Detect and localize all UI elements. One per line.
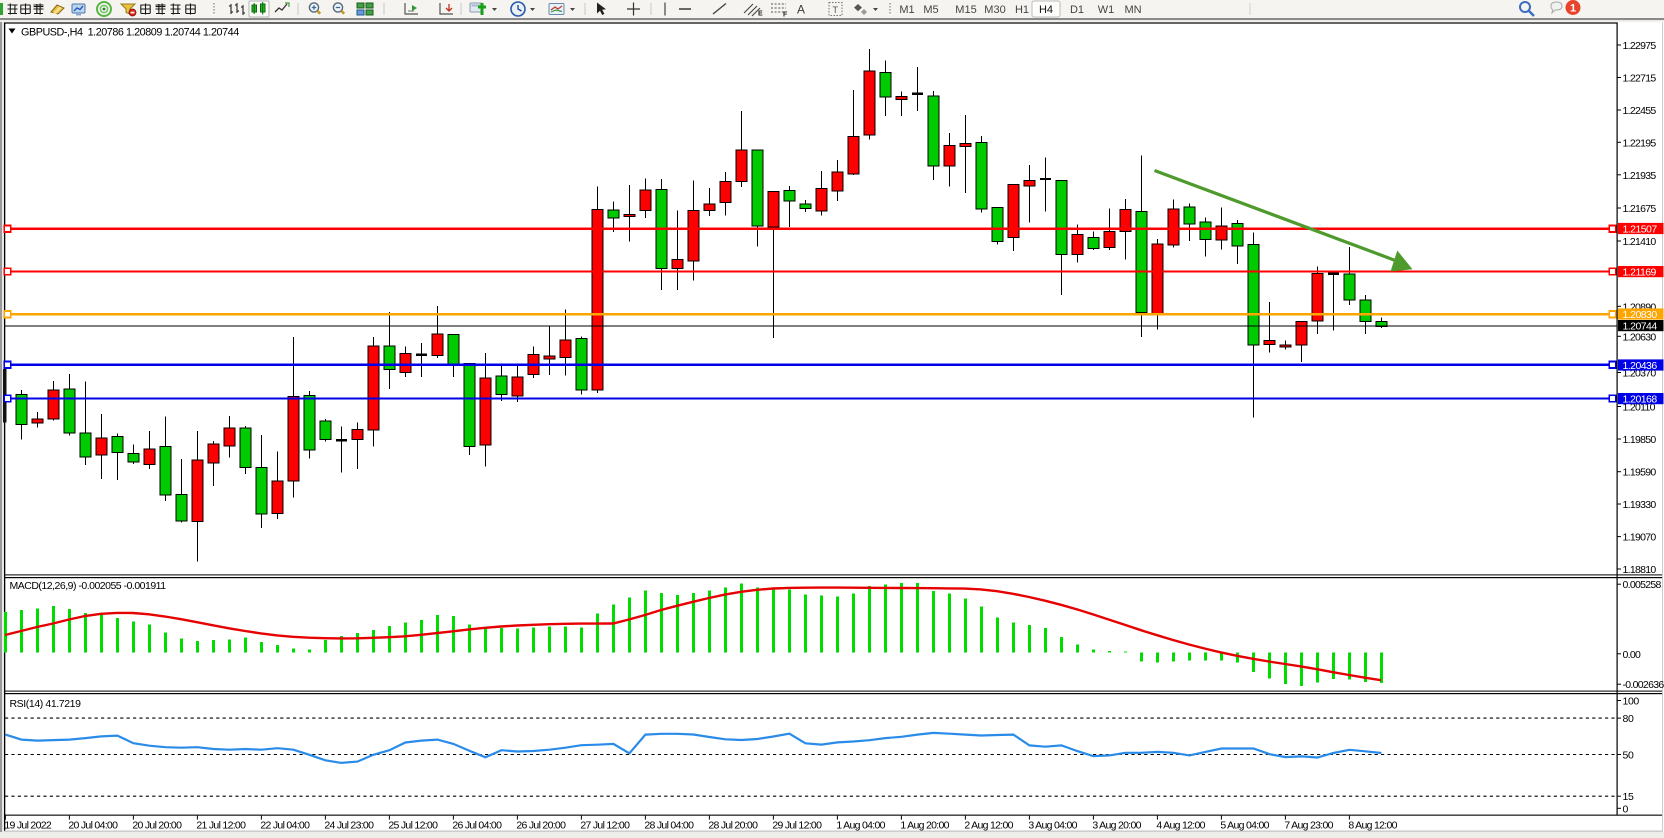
svg-text:1.21675: 1.21675 — [1623, 203, 1657, 215]
svg-text:MN: MN — [1124, 4, 1141, 16]
svg-text:1.21410: 1.21410 — [1623, 236, 1657, 248]
svg-text:80: 80 — [1623, 713, 1634, 725]
svg-text:M5: M5 — [923, 4, 938, 16]
svg-text:20 Jul 20:00: 20 Jul 20:00 — [132, 820, 182, 832]
svg-text:29 Jul 12:00: 29 Jul 12:00 — [772, 820, 822, 832]
svg-text:1.21169: 1.21169 — [1623, 267, 1657, 279]
svg-text:1.22715: 1.22715 — [1623, 73, 1657, 85]
svg-text:22 Jul 04:00: 22 Jul 04:00 — [260, 820, 310, 832]
svg-text:GBPUSD-,H4 1.20786 1.20809 1.: GBPUSD-,H4 1.20786 1.20809 1.20744 1.207… — [21, 27, 239, 39]
svg-text:3 Aug 04:00: 3 Aug 04:00 — [1028, 820, 1077, 832]
svg-text:26 Jul 20:00: 26 Jul 20:00 — [516, 820, 566, 832]
svg-text:1.21935: 1.21935 — [1623, 170, 1657, 182]
svg-text:A: A — [797, 3, 805, 17]
svg-text:4 Aug 12:00: 4 Aug 12:00 — [1156, 820, 1205, 832]
svg-text:3 Aug 20:00: 3 Aug 20:00 — [1092, 820, 1141, 832]
svg-text:M1: M1 — [899, 4, 914, 16]
svg-text:1.20630: 1.20630 — [1623, 331, 1657, 343]
svg-text:RSI(14) 41.7219: RSI(14) 41.7219 — [10, 698, 82, 710]
svg-text:19 Jul 2022: 19 Jul 2022 — [4, 820, 51, 832]
svg-text:0: 0 — [1623, 803, 1629, 815]
svg-text:1 Aug 20:00: 1 Aug 20:00 — [900, 820, 949, 832]
svg-text:1.21507: 1.21507 — [1623, 224, 1658, 236]
svg-text:E: E — [758, 11, 763, 18]
svg-text:H4: H4 — [1039, 4, 1053, 16]
svg-text:1.22975: 1.22975 — [1623, 40, 1657, 52]
svg-text:28 Jul 04:00: 28 Jul 04:00 — [644, 820, 694, 832]
svg-text:1.19070: 1.19070 — [1623, 532, 1657, 544]
svg-text:1.20744: 1.20744 — [1623, 321, 1658, 333]
svg-text:1.20436: 1.20436 — [1623, 360, 1658, 372]
svg-text:5 Aug 04:00: 5 Aug 04:00 — [1220, 820, 1269, 832]
svg-text:2 Aug 12:00: 2 Aug 12:00 — [964, 820, 1013, 832]
svg-text:27 Jul 12:00: 27 Jul 12:00 — [580, 820, 630, 832]
svg-text:H1: H1 — [1015, 4, 1029, 16]
svg-text:25 Jul 12:00: 25 Jul 12:00 — [388, 820, 438, 832]
svg-text:0.005258: 0.005258 — [1623, 579, 1662, 591]
svg-text:50: 50 — [1623, 750, 1634, 762]
svg-text:D1: D1 — [1070, 4, 1084, 16]
svg-text:1.20168: 1.20168 — [1623, 394, 1658, 406]
svg-text:-0.002636: -0.002636 — [1623, 679, 1664, 691]
svg-text:1.19590: 1.19590 — [1623, 467, 1657, 479]
svg-text:1 Aug 04:00: 1 Aug 04:00 — [836, 820, 885, 832]
svg-text:W1: W1 — [1098, 4, 1115, 16]
svg-text:24 Jul 23:00: 24 Jul 23:00 — [324, 820, 374, 832]
svg-text:100: 100 — [1623, 696, 1640, 708]
svg-text:26 Jul 04:00: 26 Jul 04:00 — [452, 820, 502, 832]
svg-text:1.18810: 1.18810 — [1623, 564, 1657, 576]
svg-text:8 Aug 12:00: 8 Aug 12:00 — [1348, 820, 1397, 832]
svg-text:1.22455: 1.22455 — [1623, 105, 1657, 117]
svg-text:T: T — [833, 5, 839, 15]
svg-text:1.19330: 1.19330 — [1623, 499, 1657, 511]
svg-text:MACD(12,26,9) -0.002055 -0.001: MACD(12,26,9) -0.002055 -0.001911 — [10, 580, 167, 592]
svg-text:1.20830: 1.20830 — [1623, 309, 1658, 321]
svg-text:21 Jul 12:00: 21 Jul 12:00 — [196, 820, 246, 832]
svg-text:28 Jul 20:00: 28 Jul 20:00 — [708, 820, 758, 832]
svg-text:1.22195: 1.22195 — [1623, 137, 1657, 149]
svg-text:7 Aug 23:00: 7 Aug 23:00 — [1284, 820, 1333, 832]
svg-text:20 Jul 04:00: 20 Jul 04:00 — [68, 820, 118, 832]
svg-text:1: 1 — [1570, 3, 1576, 15]
svg-text:0.00: 0.00 — [1623, 649, 1641, 661]
svg-text:1.20110: 1.20110 — [1623, 402, 1656, 414]
svg-text:15: 15 — [1623, 791, 1634, 803]
svg-text:1.19850: 1.19850 — [1623, 434, 1657, 446]
svg-text:M15: M15 — [955, 4, 976, 16]
svg-text:M30: M30 — [984, 4, 1005, 16]
svg-text:F: F — [783, 12, 788, 19]
